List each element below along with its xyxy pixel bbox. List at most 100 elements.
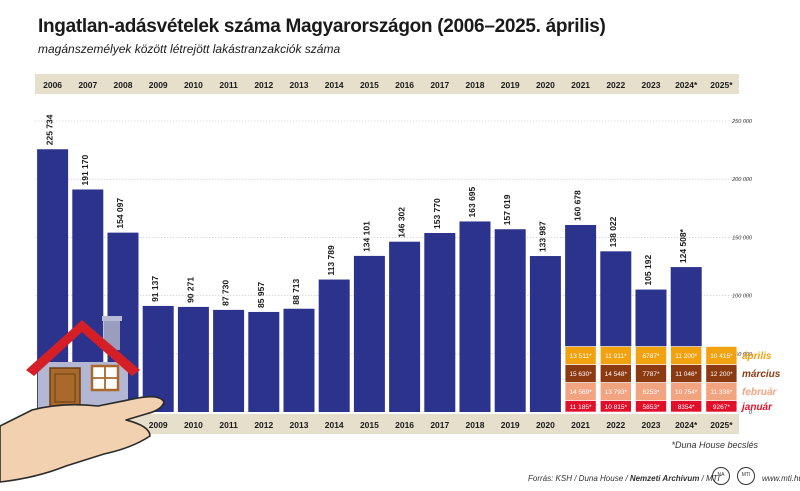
y-tick-label: 150 000 bbox=[732, 235, 753, 241]
month-segment-label: 13 793* bbox=[605, 389, 628, 396]
month-segment-label: 14 548* bbox=[605, 371, 628, 378]
y-tick-label: 250 000 bbox=[731, 119, 753, 125]
x-tick-label-top: 2006 bbox=[43, 80, 62, 90]
x-tick-label-top: 2008 bbox=[114, 80, 133, 90]
x-tick-label-bottom: 2014 bbox=[325, 420, 344, 430]
x-tick-label-top: 2011 bbox=[219, 80, 238, 90]
house-roof bbox=[26, 320, 140, 376]
archive-logo: NA bbox=[712, 467, 730, 485]
month-segment-label: 9267* bbox=[713, 404, 730, 411]
mti-url: www.mti.hu bbox=[762, 474, 800, 483]
x-tick-label-top: 2015 bbox=[360, 80, 379, 90]
x-tick-label-bottom: 2023 bbox=[642, 420, 661, 430]
house-door-panel bbox=[54, 373, 76, 403]
month-segment-label: 14 569* bbox=[569, 389, 592, 396]
x-tick-label-bottom: 2017 bbox=[430, 420, 449, 430]
y-tick-label: 0 bbox=[749, 410, 753, 416]
month-segment-label: 6253* bbox=[643, 389, 660, 396]
source-line: Forrás: KSH / Duna House / Nemzeti Archí… bbox=[528, 474, 720, 483]
bar-value-label: 153 770 bbox=[432, 198, 442, 229]
bar-value-label: 191 170 bbox=[80, 154, 90, 185]
month-segment-label: 10 815* bbox=[605, 404, 628, 411]
x-tick-label-bottom: 2015 bbox=[360, 420, 379, 430]
bar-value-label: 124 508* bbox=[678, 228, 688, 263]
month-segment-label: 15 630* bbox=[569, 371, 592, 378]
month-segment-label: 6787* bbox=[643, 353, 660, 360]
month-segment-label: 8354* bbox=[678, 404, 695, 411]
month-segment bbox=[599, 346, 632, 365]
x-tick-label-top: 2023 bbox=[642, 80, 661, 90]
x-tick-label-bottom: 2016 bbox=[395, 420, 414, 430]
bar bbox=[353, 255, 385, 412]
bar-value-label: 113 789 bbox=[326, 245, 336, 276]
x-tick-label-top: 2020 bbox=[536, 80, 555, 90]
bar-value-label: 91 137 bbox=[150, 276, 160, 302]
mti-logo: MTI bbox=[737, 467, 755, 485]
bar-value-label: 154 097 bbox=[115, 198, 125, 229]
bar-value-label: 88 713 bbox=[291, 278, 301, 304]
month-segment-label: 10 754* bbox=[675, 389, 698, 396]
month-segment-label: 13 511* bbox=[570, 353, 592, 360]
x-tick-label-bottom: 2009 bbox=[149, 420, 168, 430]
month-segment-label: 5853* bbox=[643, 404, 660, 411]
month-segment-label: 11 911* bbox=[605, 353, 627, 360]
bar bbox=[424, 233, 456, 412]
x-tick-label-top: 2010 bbox=[184, 80, 203, 90]
month-segment-label: 12 200* bbox=[710, 371, 733, 378]
chart-subtitle: magánszemélyek között létrejött lakástra… bbox=[38, 42, 341, 56]
x-tick-label-bottom: 2013 bbox=[290, 420, 309, 430]
bar bbox=[248, 311, 280, 412]
footnote: *Duna House becslés bbox=[671, 440, 758, 450]
bar-value-label: 157 019 bbox=[502, 194, 512, 225]
x-tick-label-top: 2019 bbox=[501, 80, 520, 90]
x-tick-label-top: 2017 bbox=[430, 80, 449, 90]
x-tick-label-top: 2012 bbox=[254, 80, 273, 90]
x-tick-label-bottom: 2010 bbox=[184, 420, 203, 430]
bar bbox=[318, 279, 350, 412]
x-tick-label-top: 2007 bbox=[78, 80, 97, 90]
bar-value-label: 133 987 bbox=[537, 221, 547, 252]
house-chimney-cap bbox=[102, 316, 122, 321]
x-tick-label-bottom: 2012 bbox=[254, 420, 273, 430]
month-segment-label: 10 415* bbox=[710, 353, 733, 360]
year-header-band bbox=[35, 74, 739, 94]
x-tick-label-bottom: 2021 bbox=[571, 420, 590, 430]
x-tick-label-bottom: 2019 bbox=[501, 420, 520, 430]
x-tick-label-top: 2025* bbox=[710, 80, 733, 90]
month-segment bbox=[705, 346, 738, 365]
x-tick-label-bottom: 2025* bbox=[710, 420, 733, 430]
bar bbox=[494, 229, 526, 412]
legend-march: március bbox=[742, 369, 781, 380]
bar bbox=[529, 256, 561, 412]
y-tick-label: 200 000 bbox=[731, 177, 753, 183]
month-segment-label: 7787* bbox=[643, 371, 660, 378]
bar-value-label: 90 271 bbox=[185, 277, 195, 303]
bar-value-label: 146 302 bbox=[397, 207, 407, 238]
bar-value-label: 138 022 bbox=[608, 216, 618, 247]
bar bbox=[283, 308, 315, 412]
x-tick-label-top: 2021 bbox=[571, 80, 590, 90]
bar-value-label: 225 734 bbox=[45, 114, 55, 145]
source-prefix: Forrás: KSH / Duna House / bbox=[528, 474, 630, 483]
bar-value-label: 163 695 bbox=[467, 186, 477, 217]
bar bbox=[389, 241, 421, 412]
month-segment-label: 11 200* bbox=[675, 353, 697, 360]
x-tick-label-bottom: 2018 bbox=[466, 420, 485, 430]
x-tick-label-top: 2014 bbox=[325, 80, 344, 90]
legend-january: január bbox=[740, 402, 773, 413]
month-segment bbox=[670, 346, 703, 365]
bar-value-label: 105 192 bbox=[643, 255, 653, 286]
month-segment-label: 11 046* bbox=[675, 371, 697, 378]
bar bbox=[213, 309, 245, 412]
house-chimney bbox=[104, 318, 120, 350]
bar bbox=[459, 221, 491, 412]
bar-value-label: 87 730 bbox=[221, 280, 231, 306]
chart-title: Ingatlan-adásvételek száma Magyarországo… bbox=[38, 16, 606, 37]
source-archive: Nemzeti Archívum bbox=[629, 474, 700, 483]
month-segment bbox=[564, 346, 597, 365]
x-tick-label-top: 2018 bbox=[466, 80, 485, 90]
x-tick-label-top: 2009 bbox=[149, 80, 168, 90]
legend-april: április bbox=[742, 351, 772, 362]
x-tick-label-top: 2024* bbox=[675, 80, 698, 90]
